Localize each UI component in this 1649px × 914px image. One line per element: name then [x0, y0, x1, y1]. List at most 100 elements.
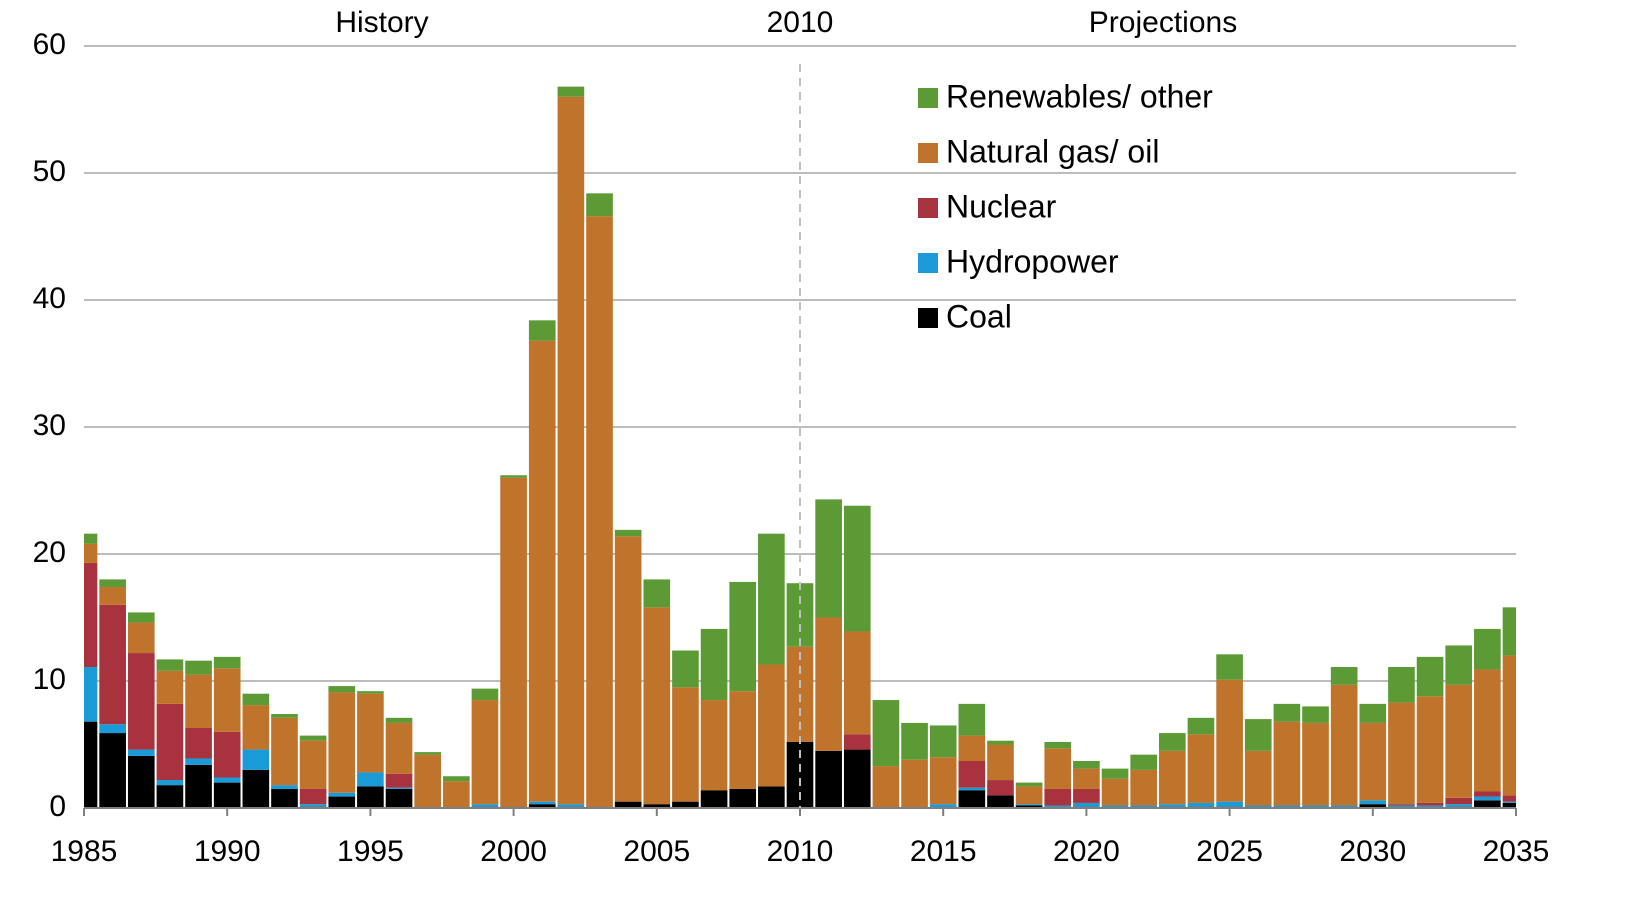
bar-segment [758, 664, 785, 787]
bar-segment [1388, 804, 1415, 806]
bar-segment [185, 764, 212, 808]
x-tick-label: 2010 [767, 835, 834, 868]
bar-segment [729, 691, 757, 789]
bar-segment [1445, 797, 1473, 805]
bar-segment [843, 749, 871, 808]
bar-segment [1187, 734, 1215, 803]
x-tick-label: 2005 [623, 835, 690, 868]
bar-segment [185, 660, 212, 675]
bar-segment [471, 700, 499, 805]
y-tick-label: 40 [33, 282, 66, 315]
bar-segment [84, 562, 98, 668]
legend-label: Hydropower [946, 243, 1119, 279]
bar-segment [843, 631, 871, 735]
bar-segment [1330, 667, 1358, 685]
bar-segment [586, 193, 613, 217]
bar-segment [528, 804, 556, 808]
bar-segment [1359, 800, 1387, 805]
bar-segment [672, 687, 699, 802]
bar-segment [843, 505, 871, 632]
bar-segment [213, 777, 241, 783]
bar-segment [872, 700, 900, 767]
bar-segment [385, 773, 413, 788]
bar-segment [414, 754, 441, 808]
bar-segment [557, 804, 585, 807]
bar-segment [643, 579, 671, 608]
bar-segment [357, 693, 384, 773]
y-tick-label: 20 [33, 536, 66, 569]
bar-segment [213, 656, 241, 669]
bar-segment [614, 801, 642, 808]
legend-label: Natural gas/ oil [946, 133, 1159, 169]
bar-segment [729, 788, 757, 808]
bar-segment [84, 721, 98, 808]
bar-segment [1502, 802, 1516, 808]
bar-segment [1445, 804, 1473, 807]
projections-label: Projections [1089, 6, 1237, 39]
bar-segment [299, 740, 327, 789]
bar-segment [1330, 684, 1358, 806]
bar-segment [700, 628, 728, 701]
bar-segment [1130, 754, 1157, 770]
bar-segment [987, 795, 1014, 808]
legend-swatch [918, 198, 938, 218]
bar-segment [1502, 607, 1516, 656]
bar-segment [500, 477, 527, 807]
legend-swatch [918, 308, 938, 328]
bar-segment [443, 781, 470, 808]
bar-segment [987, 740, 1014, 745]
bar-segment [1044, 748, 1072, 789]
bar-segment [185, 727, 212, 759]
bar-segment [958, 735, 986, 762]
bar-segment [156, 670, 184, 704]
bar-segment [929, 757, 957, 805]
bar-segment [528, 801, 556, 805]
bar-segment [1044, 741, 1072, 749]
bar-segment [1244, 805, 1272, 807]
x-tick-label: 1985 [51, 835, 118, 868]
bar-segment [1330, 805, 1358, 807]
bar-segment [1474, 796, 1501, 801]
bar-segment [271, 788, 298, 808]
bar-segment [242, 693, 270, 706]
bar-segment [299, 735, 327, 741]
bar-segment [1015, 782, 1043, 787]
x-tick-label: 2035 [1483, 835, 1550, 868]
x-tick-label: 2025 [1196, 835, 1263, 868]
y-tick-label: 0 [49, 790, 66, 823]
bar-segment [357, 772, 384, 787]
bar-segment [99, 587, 126, 605]
x-tick-label: 1990 [194, 835, 261, 868]
bar-segment [156, 780, 184, 786]
bar-segment [500, 475, 527, 478]
legend-swatch [918, 143, 938, 163]
bar-segment [1101, 778, 1129, 806]
bar-segment [1216, 679, 1243, 802]
bar-segment [84, 543, 98, 563]
bar-segment [958, 703, 986, 736]
bar-segment [1216, 801, 1243, 807]
legend-swatch [918, 253, 938, 273]
bar-segment [872, 766, 900, 808]
bar-segment [1388, 805, 1415, 807]
bar-segment [1302, 722, 1329, 806]
bar-segment [1044, 788, 1072, 806]
bar-segment [1359, 804, 1387, 808]
y-tick-label: 60 [33, 28, 66, 61]
bar-segment [958, 790, 986, 808]
bar-segment [901, 722, 928, 760]
bar-segment [843, 734, 871, 750]
x-tick-label: 2015 [910, 835, 977, 868]
bar-segment [614, 536, 642, 802]
bar-segment [1073, 768, 1100, 789]
bar-segment [1474, 669, 1501, 792]
bar-segment [213, 731, 241, 778]
bar-segment [672, 650, 699, 688]
bar-segment [213, 668, 241, 732]
y-tick-label: 10 [33, 663, 66, 696]
legend-swatch [918, 88, 938, 108]
bar-segment [271, 714, 298, 718]
bar-segment [1474, 791, 1501, 797]
bar-segment [958, 787, 986, 791]
bar-segment [385, 787, 413, 789]
